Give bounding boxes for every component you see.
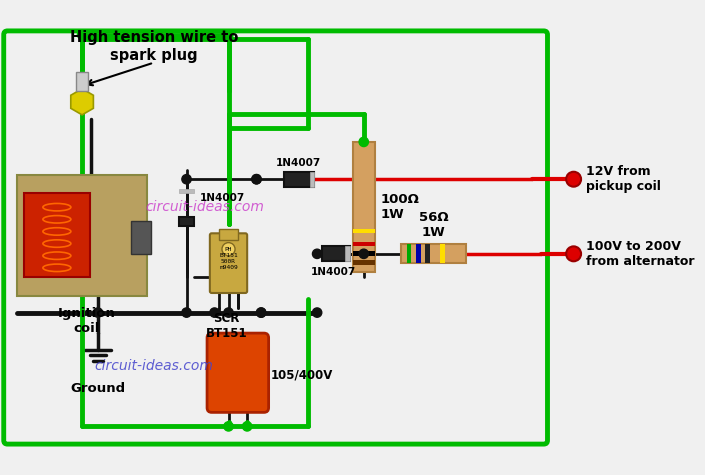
Bar <box>179 217 194 226</box>
Bar <box>352 242 375 247</box>
Circle shape <box>224 30 233 39</box>
Bar <box>285 172 314 187</box>
Text: High tension wire to
spark plug: High tension wire to spark plug <box>70 30 238 63</box>
Bar <box>309 172 314 187</box>
Text: Ground: Ground <box>70 381 125 395</box>
Circle shape <box>252 174 261 184</box>
Bar <box>219 228 238 240</box>
Bar <box>352 228 375 233</box>
Circle shape <box>210 308 219 317</box>
Text: 100Ω
1W: 100Ω 1W <box>381 193 419 221</box>
Circle shape <box>312 249 321 258</box>
Bar <box>321 247 350 261</box>
Circle shape <box>182 308 191 317</box>
Bar <box>416 245 421 263</box>
Bar <box>352 142 375 273</box>
Text: circuit-ideas.com: circuit-ideas.com <box>94 359 214 373</box>
Circle shape <box>257 308 266 317</box>
Circle shape <box>222 243 235 256</box>
Circle shape <box>182 174 191 184</box>
Circle shape <box>312 308 321 317</box>
FancyBboxPatch shape <box>207 333 269 412</box>
Bar <box>425 245 430 263</box>
Bar <box>407 245 411 263</box>
Text: 1N4007: 1N4007 <box>200 193 245 203</box>
Bar <box>345 247 350 261</box>
Text: 105/400V: 105/400V <box>271 369 333 381</box>
Bar <box>130 221 151 254</box>
Text: 1N4007: 1N4007 <box>276 158 321 168</box>
Circle shape <box>93 308 103 317</box>
Circle shape <box>243 422 252 431</box>
Text: Ignition
coil: Ignition coil <box>58 307 116 335</box>
Bar <box>24 193 90 277</box>
Circle shape <box>224 308 233 317</box>
Text: 56Ω
1W: 56Ω 1W <box>419 211 448 239</box>
Circle shape <box>78 30 87 39</box>
Text: SCR
BT151: SCR BT151 <box>206 312 247 340</box>
Text: 12V from
pickup coil: 12V from pickup coil <box>586 165 661 193</box>
Circle shape <box>359 137 369 147</box>
Bar <box>352 251 375 256</box>
Bar <box>352 260 375 265</box>
Text: circuit-ideas.com: circuit-ideas.com <box>146 200 264 214</box>
Circle shape <box>566 247 581 261</box>
Bar <box>179 189 194 193</box>
Text: 100V to 200V
from alternator: 100V to 200V from alternator <box>586 240 694 268</box>
Bar <box>401 245 466 263</box>
Text: 1N4007: 1N4007 <box>310 267 355 277</box>
Circle shape <box>359 249 369 258</box>
Circle shape <box>252 174 261 184</box>
FancyBboxPatch shape <box>210 233 247 293</box>
Text: PH
BT151
500R
m9409: PH BT151 500R m9409 <box>219 247 238 270</box>
Circle shape <box>257 308 266 317</box>
Circle shape <box>566 172 581 187</box>
Bar <box>440 245 445 263</box>
Bar <box>76 72 87 91</box>
Bar <box>17 174 147 296</box>
Circle shape <box>224 422 233 431</box>
